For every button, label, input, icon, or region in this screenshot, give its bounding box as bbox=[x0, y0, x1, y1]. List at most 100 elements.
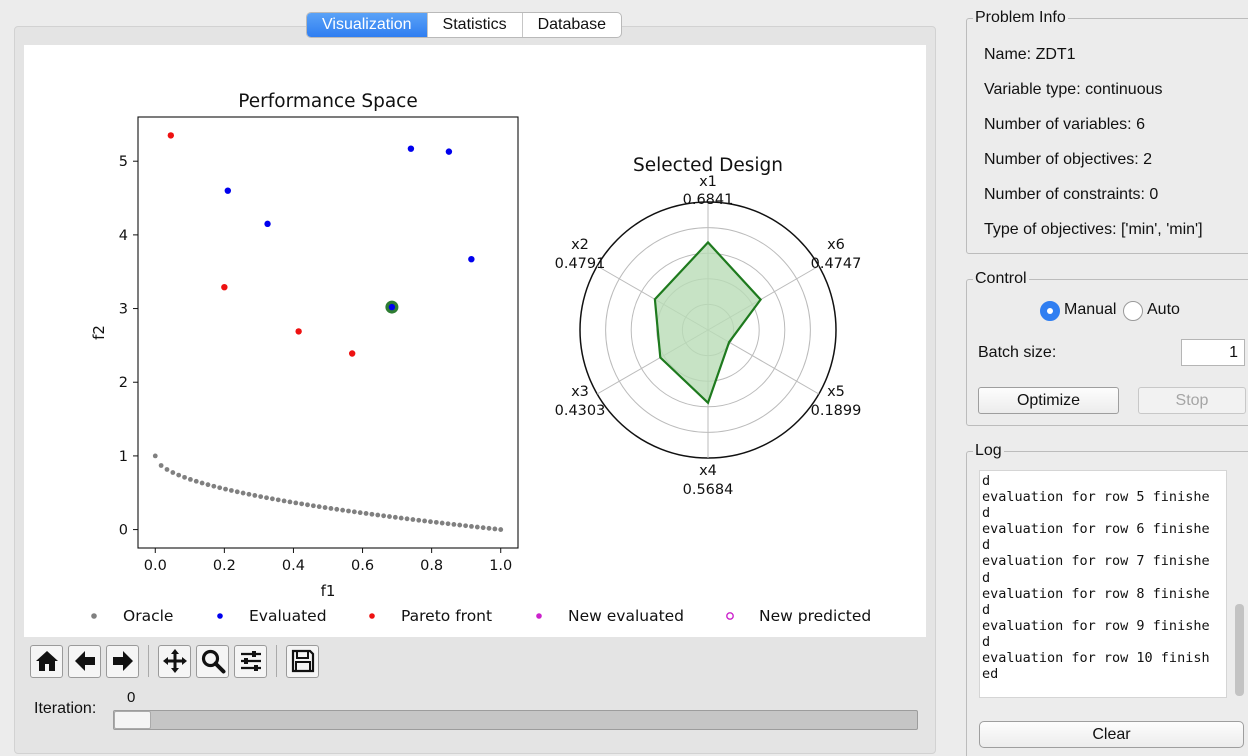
oracle-point bbox=[281, 498, 287, 504]
oracle-point bbox=[299, 501, 305, 507]
problem-info-title: Problem Info bbox=[973, 9, 1068, 27]
tab-bar: Visualization Statistics Database bbox=[306, 12, 623, 38]
oracle-point bbox=[152, 453, 158, 459]
manual-label[interactable]: Manual bbox=[1064, 301, 1117, 318]
pan-button[interactable] bbox=[158, 644, 191, 678]
tab-visualization[interactable]: Visualization bbox=[307, 13, 427, 37]
x-tick-label: 0.8 bbox=[420, 558, 443, 574]
pareto-front-point bbox=[221, 283, 228, 291]
oracle-point bbox=[211, 483, 217, 489]
oracle-point bbox=[328, 506, 334, 511]
clear-button[interactable]: Clear bbox=[979, 721, 1244, 748]
x-tick-label: 0.4 bbox=[282, 558, 305, 574]
radar-axis-value-x4: 0.5684 bbox=[683, 482, 734, 498]
y-tick-label: 3 bbox=[119, 302, 128, 318]
configure-subplots-button[interactable] bbox=[234, 644, 267, 678]
home-button[interactable] bbox=[30, 644, 63, 678]
oracle-point bbox=[205, 482, 211, 488]
x-axis-label: f1 bbox=[321, 582, 336, 600]
legend-new-evaluated-label: New evaluated bbox=[568, 607, 684, 625]
home-icon bbox=[35, 651, 58, 671]
legend-pareto-front-marker bbox=[369, 613, 375, 619]
plot-canvas[interactable]: Performance Space f1 f2 0.0 0.2 0.4 0.6 0.8 1.0 0… bbox=[24, 45, 926, 637]
optimize-button[interactable]: Optimize bbox=[978, 387, 1119, 414]
zoom-icon bbox=[201, 649, 225, 674]
auto-label[interactable]: Auto bbox=[1147, 301, 1180, 318]
oracle-point bbox=[457, 522, 463, 528]
legend-evaluated-label: Evaluated bbox=[249, 607, 327, 625]
oracle-point bbox=[422, 518, 428, 524]
oracle-point bbox=[375, 512, 381, 518]
oracle-point bbox=[340, 507, 346, 513]
oracle-point bbox=[234, 489, 240, 495]
x-tick-label: 0.6 bbox=[351, 558, 374, 574]
batch-size-input[interactable]: 1 bbox=[1181, 339, 1245, 366]
save-icon bbox=[291, 649, 314, 673]
back-button[interactable] bbox=[68, 644, 101, 678]
y-tick-label: 5 bbox=[119, 154, 128, 170]
evaluated-point bbox=[468, 255, 475, 263]
y-tick-label: 1 bbox=[119, 449, 128, 465]
configure-subplots-icon bbox=[240, 651, 261, 671]
oracle-point bbox=[433, 519, 439, 525]
oracle-point bbox=[199, 480, 205, 486]
oracle-point bbox=[398, 515, 404, 521]
problem-name: Name: ZDT1 bbox=[984, 46, 1076, 63]
oracle-point bbox=[158, 463, 164, 468]
iteration-label: Iteration: bbox=[34, 700, 97, 717]
toolbar-separator bbox=[276, 645, 277, 677]
radar-axis-value-x3: 0.4303 bbox=[555, 403, 606, 419]
tab-database[interactable]: Database bbox=[521, 13, 621, 37]
log-output[interactable]: d evaluation for row 5 finishe d evaluat… bbox=[979, 470, 1227, 698]
control-group: Control Manual Auto Batch size: 1 Optimi… bbox=[966, 270, 1248, 426]
legend-new-evaluated-marker bbox=[536, 613, 542, 619]
legend-evaluated-marker bbox=[217, 613, 223, 619]
evaluated-point bbox=[264, 220, 271, 228]
scatter-frame bbox=[137, 116, 519, 549]
oracle-point bbox=[428, 519, 433, 525]
iteration-slider-handle[interactable] bbox=[114, 711, 151, 729]
stop-button[interactable]: Stop bbox=[1138, 387, 1246, 414]
radar-axis-label-x4: x4 bbox=[699, 463, 717, 479]
auto-radio[interactable] bbox=[1123, 301, 1143, 321]
forward-button[interactable] bbox=[106, 644, 139, 678]
type-of-objectives: Type of objectives: ['min', 'min'] bbox=[984, 221, 1203, 238]
oracle-point bbox=[269, 496, 275, 502]
oracle-point bbox=[404, 516, 410, 522]
tab-statistics[interactable]: Statistics bbox=[426, 13, 522, 37]
number-of-constraints: Number of constraints: 0 bbox=[984, 186, 1159, 203]
x-tick-label: 1.0 bbox=[489, 558, 512, 574]
oracle-point bbox=[264, 495, 269, 501]
log-title: Log bbox=[973, 442, 1004, 460]
oracle-point bbox=[416, 517, 422, 523]
radar-axis-label-x3: x3 bbox=[571, 384, 589, 400]
oracle-point bbox=[217, 485, 223, 491]
scatter-title: Performance Space bbox=[238, 91, 418, 112]
x-tick-label: 0.0 bbox=[144, 558, 167, 574]
number-of-variables: Number of variables: 6 bbox=[984, 116, 1145, 133]
oracle-point bbox=[164, 467, 170, 472]
legend-new-predicted-label: New predicted bbox=[759, 607, 871, 625]
log-scrollbar[interactable] bbox=[1235, 604, 1244, 696]
pareto-front-point bbox=[295, 328, 302, 335]
oracle-point bbox=[486, 525, 492, 531]
oracle-point bbox=[363, 511, 369, 516]
radar-design-polygon bbox=[653, 240, 763, 405]
oracle-point bbox=[223, 486, 228, 492]
oracle-point bbox=[469, 523, 474, 529]
oracle-point bbox=[357, 510, 363, 516]
save-button[interactable] bbox=[286, 644, 319, 678]
y-tick-label: 4 bbox=[119, 228, 128, 244]
y-tick-label: 0 bbox=[119, 523, 128, 539]
legend-oracle-marker bbox=[91, 613, 97, 619]
legend-new-predicted-marker bbox=[726, 612, 734, 620]
zoom-button[interactable] bbox=[196, 644, 229, 678]
oracle-point bbox=[474, 524, 480, 530]
manual-radio[interactable] bbox=[1040, 301, 1060, 321]
radar-axis-value-x2: 0.4791 bbox=[555, 256, 606, 272]
radar-axis-label-x5: x5 bbox=[827, 384, 845, 400]
radar-title: Selected Design bbox=[633, 155, 783, 176]
iteration-slider[interactable] bbox=[113, 710, 918, 730]
radar-axis-label-x2: x2 bbox=[571, 237, 589, 253]
oracle-point bbox=[316, 504, 322, 510]
